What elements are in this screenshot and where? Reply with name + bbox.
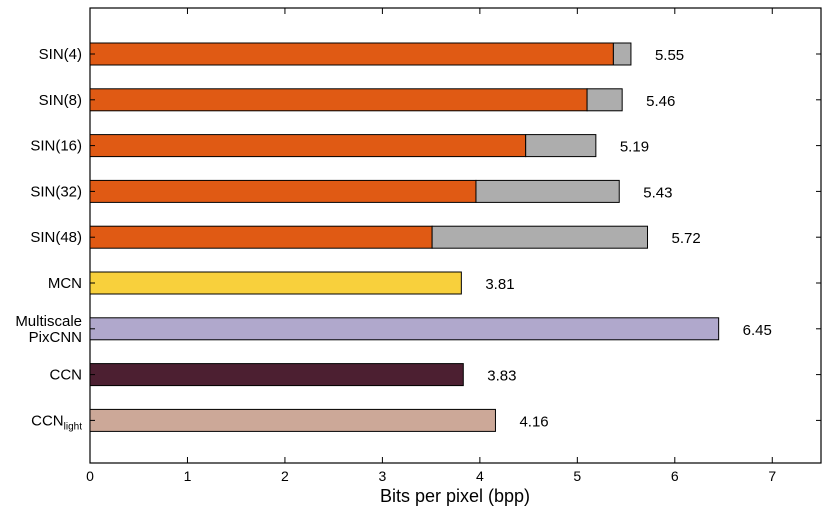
value-label: 5.46: [646, 93, 675, 110]
bar-primary-1: [89, 88, 588, 112]
bar-secondary-4: [431, 225, 649, 249]
bar-primary-8: [89, 408, 496, 432]
x-tick-label: 2: [281, 468, 289, 484]
value-label: 5.72: [672, 230, 701, 247]
y-tick-label-base: CCN: [31, 412, 64, 429]
bar-secondary-1: [586, 88, 623, 112]
y-tick-label: CCNlight: [31, 412, 82, 432]
x-tick-label: 7: [768, 468, 776, 484]
value-label: 5.19: [620, 139, 649, 156]
bar-primary-4: [89, 225, 433, 249]
value-label: 3.83: [487, 368, 516, 385]
value-label: 5.43: [643, 184, 672, 201]
x-tick-label: 1: [184, 468, 192, 484]
bar-primary-3: [89, 179, 477, 203]
bar-primary-6: [89, 317, 720, 341]
x-axis-label: Bits per pixel (bpp): [380, 486, 530, 506]
x-tick-label: 4: [476, 468, 484, 484]
value-label: 5.55: [655, 47, 684, 64]
y-tick-label: SIN(48): [30, 229, 82, 246]
y-tick-label-subscript: light: [64, 421, 83, 432]
x-tick-label: 3: [379, 468, 387, 484]
bar-primary-2: [89, 134, 527, 158]
bar-secondary-3: [475, 179, 620, 203]
y-tick-label: SIN(4): [39, 46, 82, 63]
bar-primary-7: [89, 363, 464, 387]
y-tick-label: SIN(16): [30, 138, 82, 155]
bar-primary-5: [89, 271, 462, 295]
y-tick-label: SIN(32): [30, 183, 82, 200]
value-label: 4.16: [519, 413, 548, 430]
y-tick-label: MCN: [48, 275, 82, 292]
y-tick-label: PixCNN: [29, 329, 82, 346]
x-tick-label: 5: [573, 468, 581, 484]
y-tick-label: SIN(8): [39, 92, 82, 109]
x-tick-label: 6: [671, 468, 679, 484]
bar-secondary-2: [525, 134, 597, 158]
value-label: 3.81: [485, 276, 514, 293]
y-tick-label: Multiscale: [15, 313, 82, 330]
bar-primary-0: [89, 42, 614, 66]
value-label: 6.45: [743, 322, 772, 339]
x-tick-label: 0: [86, 468, 94, 484]
y-tick-label: CCN: [50, 367, 83, 384]
bar-secondary-0: [612, 42, 632, 66]
